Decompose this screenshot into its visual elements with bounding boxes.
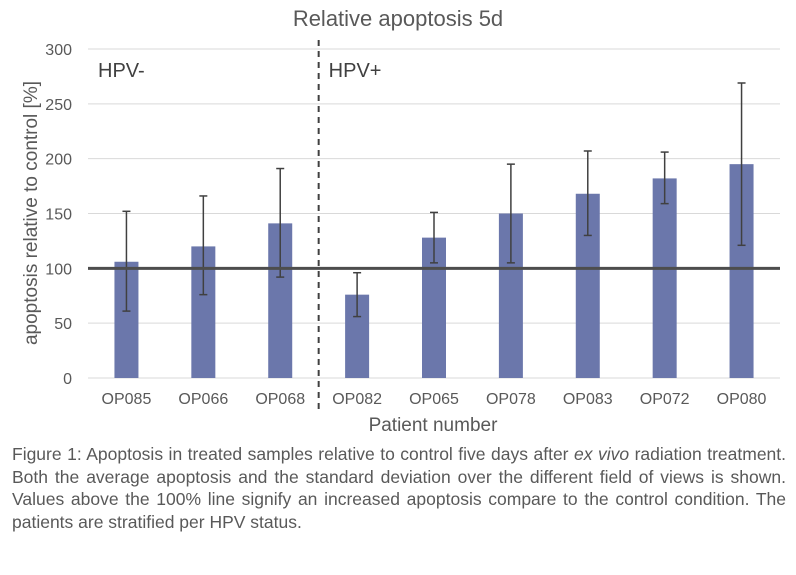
y-axis-label: apoptosis relative to control [%] [21, 81, 42, 345]
error-bar-OP083 [583, 150, 592, 237]
x-tick-OP083: OP083 [563, 391, 613, 408]
error-bar-OP072 [660, 151, 669, 205]
x-tick-OP066: OP066 [178, 391, 228, 408]
y-tick-250: 250 [45, 97, 72, 114]
x-tick-OP068: OP068 [255, 391, 305, 408]
group-label-hpv-neg: HPV- [98, 60, 145, 82]
error-bar-OP078 [506, 163, 515, 264]
caption-prefix: Figure 1: Apoptosis in treated samples r… [12, 444, 574, 464]
chart-title: Relative apoptosis 5d [293, 6, 503, 31]
x-tick-OP082: OP082 [332, 391, 382, 408]
caption-suffix: radiation treatment. Both the average ap… [12, 444, 787, 532]
bar-OP072 [652, 178, 677, 378]
x-tick-OP080: OP080 [717, 391, 767, 408]
error-bar-OP085 [122, 210, 131, 312]
bars [114, 164, 754, 378]
error-bar-OP080 [737, 82, 746, 247]
y-tick-100: 100 [45, 261, 72, 278]
y-tick-150: 150 [45, 207, 72, 224]
error-bar-OP066 [199, 195, 208, 296]
group-labels: HPV- HPV+ [98, 60, 381, 82]
x-tick-OP085: OP085 [102, 391, 152, 408]
y-tick-labels: 0 50 100 150 200 250 300 [45, 42, 72, 388]
x-tick-labels: OP085 OP066 OP068 OP082 OP065 OP078 OP083 OP072… [102, 391, 767, 408]
group-label-hpv-pos: HPV+ [329, 60, 382, 82]
caption-italic: ex vivo [574, 444, 630, 464]
error-bar-OP065 [430, 211, 438, 264]
figure-caption: Figure 1: Apoptosis in treated samples r… [12, 443, 786, 533]
y-tick-50: 50 [54, 316, 72, 333]
x-tick-OP078: OP078 [486, 391, 536, 408]
error-bar-OP068 [276, 167, 285, 278]
y-tick-300: 300 [45, 42, 72, 59]
x-axis-label: Patient number [369, 415, 499, 436]
error-bar-OP082 [353, 271, 362, 318]
x-tick-OP065: OP065 [409, 391, 459, 408]
x-tick-OP072: OP072 [640, 391, 690, 408]
error-bars [122, 82, 746, 318]
y-tick-0: 0 [63, 371, 72, 388]
y-tick-200: 200 [45, 152, 72, 169]
